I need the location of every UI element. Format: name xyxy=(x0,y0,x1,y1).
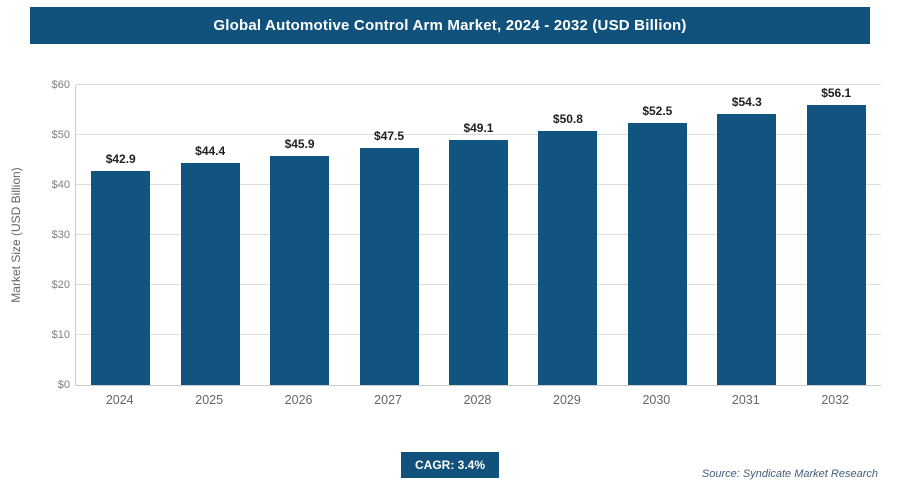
y-tick-label: $10 xyxy=(51,329,70,341)
bar-value-label: $52.5 xyxy=(642,103,673,118)
bar-slot: $56.1 xyxy=(792,85,881,385)
y-tick-label: $20 xyxy=(51,279,70,291)
x-tick-label: 2032 xyxy=(821,393,850,407)
y-axis-label: Market Size (USD Billion) xyxy=(9,167,23,303)
bar-slot: $49.1 xyxy=(434,85,523,385)
bar-slot: $45.9 xyxy=(255,85,344,385)
x-tick-label: 2027 xyxy=(374,393,402,407)
bar-value-label: $54.3 xyxy=(731,94,762,109)
x-tick-label: 2031 xyxy=(731,393,760,407)
y-tick-label: $40 xyxy=(51,179,70,191)
y-tick-label: $0 xyxy=(57,379,70,391)
x-tick-label: 2025 xyxy=(195,393,224,407)
bar xyxy=(270,155,330,385)
bar xyxy=(538,131,598,385)
bar xyxy=(627,122,687,385)
bar-value-label: $49.1 xyxy=(463,120,494,135)
plot-area: $42.9 $44.4 $45.9 $47.5 $49.1 $50.8 $52.5 $54.3… xyxy=(75,84,881,386)
y-tick-label: $60 xyxy=(51,79,70,91)
bar-value-label: $42.9 xyxy=(105,151,136,166)
bar-value-label: $44.4 xyxy=(195,144,226,158)
bars: $42.9 $44.4 $45.9 $47.5 $49.1 $50.8 $52.5 $54.3… xyxy=(76,85,881,385)
x-tick-label: 2024 xyxy=(105,393,134,407)
y-tick-label: $30 xyxy=(51,229,70,241)
bar xyxy=(448,139,508,385)
bar-slot: $47.5 xyxy=(344,85,433,385)
bar xyxy=(806,104,866,385)
bar-value-label: $47.5 xyxy=(374,128,405,143)
cagr-badge: CAGR: 3.4% xyxy=(400,452,500,478)
x-axis-labels: 2024 2025 2026 2027 2028 2029 2030 2031 2032 xyxy=(75,393,880,407)
y-tick-label: $50 xyxy=(51,129,70,141)
x-tick-label: 2030 xyxy=(642,393,671,407)
x-tick-label: 2028 xyxy=(463,393,492,407)
bar-slot: $54.3 xyxy=(702,85,791,385)
bar xyxy=(359,147,419,385)
bar-slot: $44.4 xyxy=(165,85,254,385)
bar-value-label: $45.9 xyxy=(284,136,315,151)
bar-value-label: $56.1 xyxy=(821,85,852,100)
chart-title-banner: Global Automotive Control Arm Market, 20… xyxy=(30,7,870,44)
bar-slot: $52.5 xyxy=(613,85,702,385)
x-tick-label: 2029 xyxy=(553,393,581,407)
bar xyxy=(91,170,151,385)
bar xyxy=(717,113,777,385)
gridline xyxy=(76,134,881,135)
bar-value-label: $50.8 xyxy=(552,112,583,126)
bar-slot: $42.9 xyxy=(76,85,165,385)
gridline xyxy=(76,84,881,85)
source-credit: Source: Syndicate Market Research xyxy=(701,468,878,480)
chart-title: Global Automotive Control Arm Market, 20… xyxy=(213,17,687,34)
bar-slot: $50.8 xyxy=(523,85,612,385)
y-axis-ticks: $0 $10 $20 $30 $40 $50 $60 xyxy=(28,79,70,391)
x-tick-label: 2026 xyxy=(284,393,313,407)
bar xyxy=(180,163,240,385)
